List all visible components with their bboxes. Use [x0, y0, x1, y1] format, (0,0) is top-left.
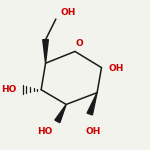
Text: HO: HO: [1, 85, 17, 94]
Polygon shape: [43, 40, 48, 63]
Text: OH: OH: [109, 64, 124, 73]
Text: OH: OH: [85, 127, 101, 136]
Text: OH: OH: [60, 8, 76, 17]
Text: HO: HO: [37, 127, 52, 136]
Text: O: O: [76, 39, 84, 48]
Polygon shape: [87, 93, 97, 115]
Polygon shape: [55, 104, 66, 123]
